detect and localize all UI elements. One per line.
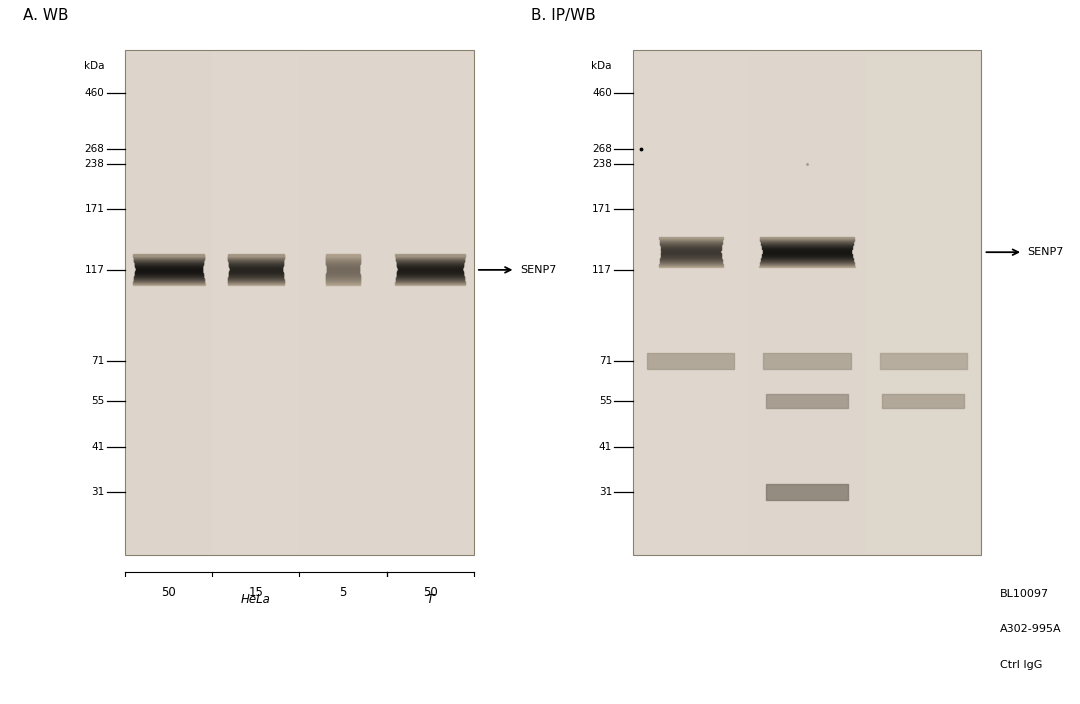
Text: kDa: kDa [592, 61, 612, 71]
Text: 5: 5 [339, 586, 347, 598]
Text: 171: 171 [84, 204, 105, 214]
Text: SENP7: SENP7 [521, 265, 556, 275]
Text: 31: 31 [598, 487, 612, 497]
Text: 71: 71 [91, 356, 105, 366]
Text: 31: 31 [91, 487, 105, 497]
Text: 238: 238 [84, 159, 105, 169]
Text: 460: 460 [84, 88, 105, 98]
Text: 50: 50 [161, 586, 176, 598]
Text: 171: 171 [592, 204, 612, 214]
Text: 41: 41 [598, 441, 612, 452]
Text: 117: 117 [592, 265, 612, 275]
Text: 268: 268 [84, 144, 105, 153]
FancyBboxPatch shape [866, 53, 980, 553]
Text: 71: 71 [598, 356, 612, 366]
FancyBboxPatch shape [634, 53, 747, 553]
FancyBboxPatch shape [214, 53, 298, 553]
FancyBboxPatch shape [633, 50, 981, 555]
Text: 238: 238 [592, 159, 612, 169]
Text: SENP7: SENP7 [1027, 247, 1064, 257]
Text: HeLa: HeLa [241, 593, 271, 605]
FancyBboxPatch shape [388, 53, 472, 553]
Text: 55: 55 [91, 396, 105, 406]
Text: 55: 55 [598, 396, 612, 406]
Text: B. IP/WB: B. IP/WB [530, 8, 595, 23]
Text: 50: 50 [422, 586, 437, 598]
FancyBboxPatch shape [751, 53, 864, 553]
Text: BL10097: BL10097 [1000, 589, 1049, 599]
FancyBboxPatch shape [125, 50, 473, 555]
Text: 117: 117 [84, 265, 105, 275]
Text: Ctrl IgG: Ctrl IgG [1000, 660, 1042, 670]
Text: A. WB: A. WB [23, 8, 69, 23]
FancyBboxPatch shape [301, 53, 386, 553]
FancyBboxPatch shape [126, 53, 211, 553]
Text: 460: 460 [592, 88, 612, 98]
Text: kDa: kDa [84, 61, 105, 71]
Text: 41: 41 [91, 441, 105, 452]
Text: T: T [427, 593, 433, 605]
Text: 268: 268 [592, 144, 612, 153]
Text: A302-995A: A302-995A [1000, 624, 1062, 634]
Text: 15: 15 [248, 586, 264, 598]
